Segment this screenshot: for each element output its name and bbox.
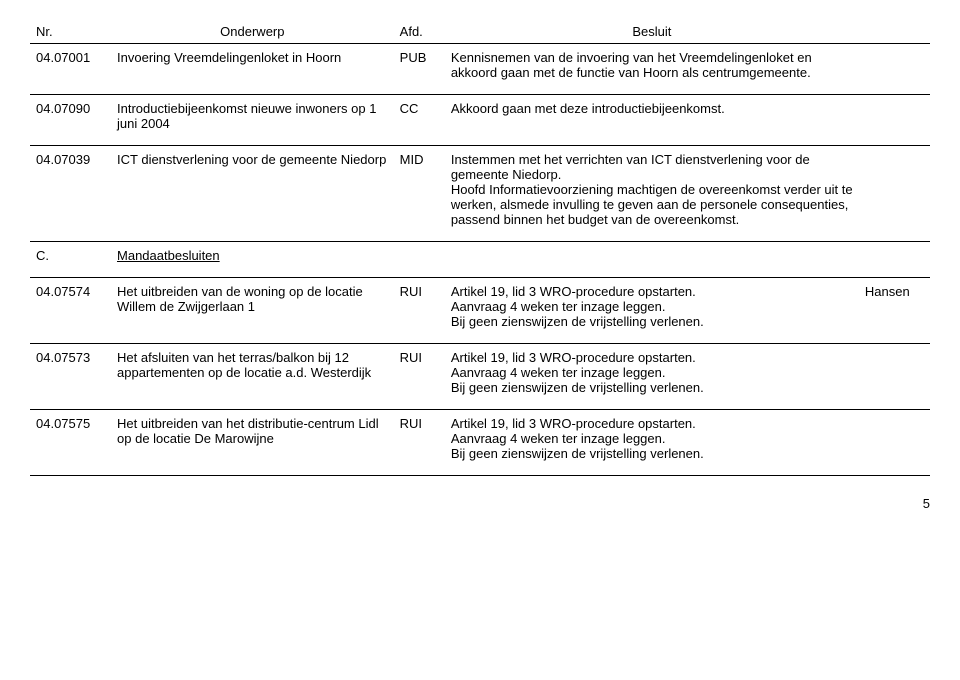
cell-besluit: Artikel 19, lid 3 WRO-procedure opstarte…	[445, 344, 859, 410]
section-nr: C.	[30, 242, 111, 278]
cell-nr: 04.07090	[30, 95, 111, 146]
cell-subject: Het uitbreiden van de woning op de locat…	[111, 278, 394, 344]
cell-extra	[859, 44, 930, 95]
cell-subject: Invoering Vreemdelingenloket in Hoorn	[111, 44, 394, 95]
page-number: 5	[30, 496, 930, 511]
cell-besluit: Instemmen met het verrichten van ICT die…	[445, 146, 859, 242]
table-row: 04.07573 Het afsluiten van het terras/ba…	[30, 344, 930, 410]
col-header-subject: Onderwerp	[111, 20, 394, 44]
table-row: 04.07575 Het uitbreiden van het distribu…	[30, 410, 930, 476]
cell-subject: Het uitbreiden van het distributie-centr…	[111, 410, 394, 476]
cell-afd: RUI	[394, 410, 445, 476]
cell-extra	[859, 95, 930, 146]
cell-afd: RUI	[394, 278, 445, 344]
table-header-row: Nr. Onderwerp Afd. Besluit	[30, 20, 930, 44]
cell-nr: 04.07573	[30, 344, 111, 410]
cell-afd: PUB	[394, 44, 445, 95]
cell-subject: ICT dienstverlening voor de gemeente Nie…	[111, 146, 394, 242]
col-header-besluit: Besluit	[445, 20, 859, 44]
cell-afd: RUI	[394, 344, 445, 410]
col-header-afd: Afd.	[394, 20, 445, 44]
table-row: 04.07574 Het uitbreiden van de woning op…	[30, 278, 930, 344]
cell-extra	[859, 410, 930, 476]
cell-nr: 04.07574	[30, 278, 111, 344]
cell-subject: Het afsluiten van het terras/balkon bij …	[111, 344, 394, 410]
col-header-nr: Nr.	[30, 20, 111, 44]
cell-besluit: Akkoord gaan met deze introductiebijeenk…	[445, 95, 859, 146]
cell-besluit: Kennisnemen van de invoering van het Vre…	[445, 44, 859, 95]
cell-besluit: Artikel 19, lid 3 WRO-procedure opstarte…	[445, 410, 859, 476]
table-row: 04.07090 Introductiebijeenkomst nieuwe i…	[30, 95, 930, 146]
cell-extra	[859, 344, 930, 410]
cell-besluit: Artikel 19, lid 3 WRO-procedure opstarte…	[445, 278, 859, 344]
cell-extra	[859, 146, 930, 242]
decisions-table: Nr. Onderwerp Afd. Besluit 04.07001 Invo…	[30, 20, 930, 476]
cell-extra: Hansen	[859, 278, 930, 344]
cell-afd: MID	[394, 146, 445, 242]
cell-nr: 04.07575	[30, 410, 111, 476]
cell-afd: CC	[394, 95, 445, 146]
table-row: 04.07001 Invoering Vreemdelingenloket in…	[30, 44, 930, 95]
table-row: 04.07039 ICT dienstverlening voor de gem…	[30, 146, 930, 242]
cell-subject: Introductiebijeenkomst nieuwe inwoners o…	[111, 95, 394, 146]
col-header-extra	[859, 20, 930, 44]
section-row: C. Mandaatbesluiten	[30, 242, 930, 278]
cell-nr: 04.07001	[30, 44, 111, 95]
section-cell: Mandaatbesluiten	[111, 242, 930, 278]
section-label: Mandaatbesluiten	[117, 248, 220, 263]
cell-nr: 04.07039	[30, 146, 111, 242]
